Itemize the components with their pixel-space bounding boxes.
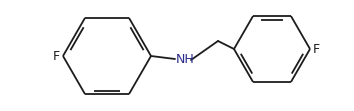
- Text: NH: NH: [176, 53, 195, 65]
- Text: F: F: [313, 43, 320, 56]
- Text: F: F: [53, 50, 60, 62]
